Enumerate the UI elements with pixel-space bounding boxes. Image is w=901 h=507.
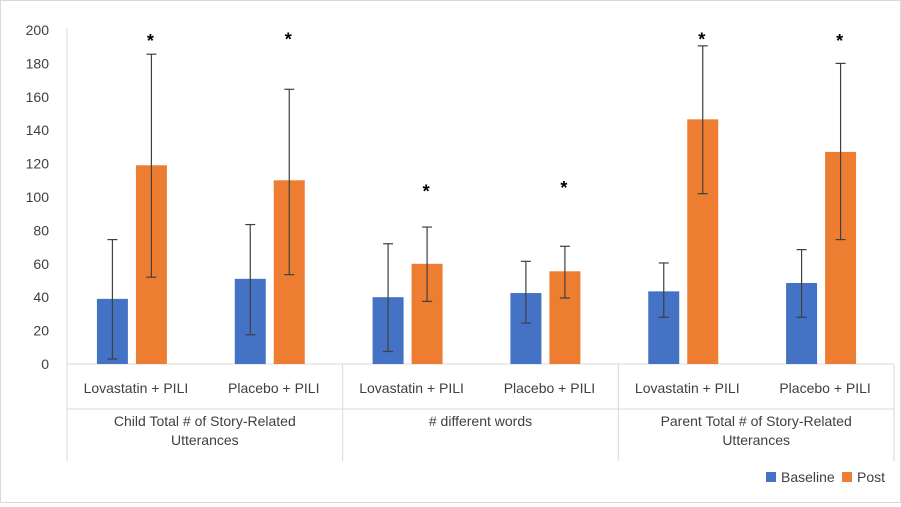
axes: 0 20 40 60 80 100 120 140 160 180 200 (26, 22, 895, 461)
group-label: # different words (429, 413, 532, 429)
y-tick-label: 120 (26, 156, 50, 172)
y-tick-label: 200 (26, 22, 50, 38)
legend-label-baseline: Baseline (781, 469, 835, 485)
legend-swatch-baseline (766, 472, 776, 482)
category-label: Placebo + PILI (779, 380, 870, 396)
group-label: Child Total # of Story-Related (114, 413, 296, 429)
category-label: Placebo + PILI (228, 380, 319, 396)
category-label: Placebo + PILI (504, 380, 595, 396)
y-tick-label: 80 (33, 222, 49, 238)
significance-star: * (147, 31, 154, 51)
significance-star: * (285, 29, 292, 49)
y-tick-label: 160 (26, 89, 50, 105)
y-tick-label: 20 (33, 323, 49, 339)
y-tick-label: 40 (33, 289, 49, 305)
bars (96, 119, 857, 364)
y-tick-label: 60 (33, 256, 49, 272)
error-bars (107, 45, 846, 360)
significance-star: * (698, 29, 705, 49)
category-label: Lovastatin + PILI (635, 380, 740, 396)
significance-star: * (423, 181, 430, 201)
category-label: Lovastatin + PILI (84, 380, 189, 396)
axis-labels: Lovastatin + PILI Placebo + PILI Child Tot… (84, 380, 871, 448)
legend-label-post: Post (857, 469, 885, 485)
group-label: Utterances (171, 432, 239, 448)
y-tick-label: 140 (26, 122, 50, 138)
y-tick-label: 100 (26, 189, 50, 205)
significance-star: * (836, 31, 843, 51)
legend-swatch-post (842, 472, 852, 482)
y-tick-label: 180 (26, 55, 50, 71)
significance-star: * (560, 178, 567, 198)
group-label: Utterances (722, 432, 790, 448)
category-label: Lovastatin + PILI (359, 380, 464, 396)
group-label: Parent Total # of Story-Related (661, 413, 852, 429)
legend: Baseline Post (766, 469, 885, 485)
y-tick-label: 0 (41, 356, 49, 372)
significance-markers: * * * * * * (147, 29, 843, 201)
